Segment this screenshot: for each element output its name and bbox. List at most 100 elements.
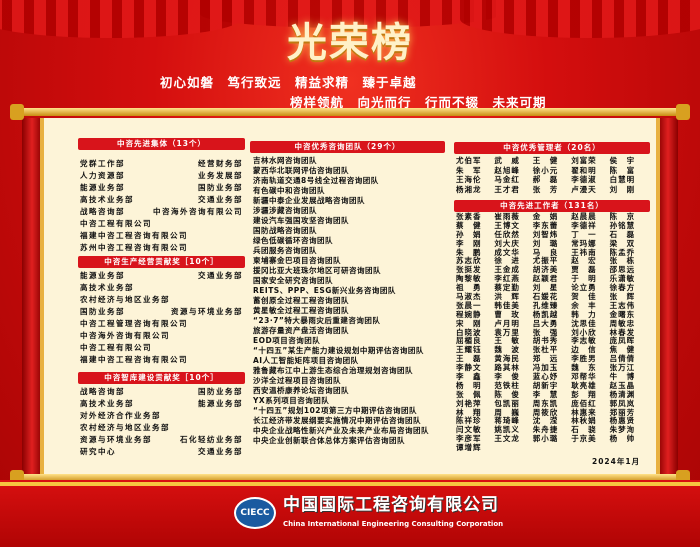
person-name: 洪 辉 bbox=[494, 292, 520, 302]
person-name: 路其林 bbox=[494, 363, 520, 373]
person-name: 蔡定勤 bbox=[494, 283, 520, 293]
person-name: 朱梦洵 bbox=[609, 425, 636, 435]
person-name: 魏 东 bbox=[571, 363, 597, 373]
person-name: 翟和明 bbox=[571, 165, 597, 175]
person-name: 赵晨晨 bbox=[571, 212, 597, 221]
unit-name: 能源业务部 bbox=[198, 399, 243, 408]
person-name: 庞佰红 bbox=[571, 398, 597, 408]
person-name: 王 磊 bbox=[456, 354, 482, 364]
list-row: 中咨工程管理咨询有限公司 bbox=[80, 318, 243, 330]
list-item: 沙洋全过程项目咨询团队 bbox=[253, 376, 341, 385]
person-name: 曹 玫 bbox=[494, 309, 520, 319]
list-item: “十四五”某生产能力建设规划中期评估咨询团队 bbox=[253, 346, 424, 355]
person-name: 李德祥 bbox=[571, 220, 597, 230]
unit-name: 石化轻纺业务部 bbox=[180, 435, 243, 444]
person-name: 焦 健 bbox=[609, 345, 636, 355]
person-name: 王金成 bbox=[494, 265, 520, 275]
person-name: 梁 双 bbox=[609, 238, 636, 248]
unit-name: 苏州中咨工程咨询有限公司 bbox=[80, 243, 188, 252]
person-name: 刘艳萍 bbox=[456, 398, 482, 408]
person-name: 边 信 bbox=[571, 345, 597, 355]
scroll-side-right bbox=[658, 118, 678, 478]
person-name: 吕大勇 bbox=[532, 318, 559, 328]
person-name: 郭小璐 bbox=[532, 434, 559, 444]
list-row: 战略咨询部 国防业务部 bbox=[80, 386, 243, 398]
person-name: 杨 帅 bbox=[609, 434, 636, 444]
person-name: 周筱欣 bbox=[532, 407, 559, 417]
person-name: 胡新宇 bbox=[532, 380, 559, 390]
company-name-en: China International Engineering Consulti… bbox=[283, 520, 504, 528]
list-item: 蓄创原全过程工程咨询团队 bbox=[253, 296, 349, 305]
unit-name: 资源与环境业务部 bbox=[171, 307, 243, 316]
person-name: 李 慧 bbox=[532, 389, 559, 399]
unit-name: 人力资源部 bbox=[80, 171, 125, 180]
list-item: 涉疆涉藏咨询团队 bbox=[253, 206, 317, 215]
person-name: 刘 刚 bbox=[609, 184, 636, 194]
person-name: 朱舟捷 bbox=[532, 425, 559, 435]
person-name: 张万江 bbox=[609, 363, 636, 373]
team-list: 吉林水网咨询团队 蒙西华北联网评估咨询团队 济南轨道交通8号线全过程咨询团队 有色碳中… bbox=[253, 156, 445, 446]
person-name: 耿亮雄 bbox=[571, 380, 597, 390]
person-name: 论立勇 bbox=[571, 283, 597, 293]
person-name: 张素香 bbox=[456, 212, 482, 221]
unit-name: 中咨海外咨询有限公司 bbox=[153, 207, 243, 216]
person-name: 韩 力 bbox=[571, 309, 597, 319]
person-name: 李胜男 bbox=[571, 354, 597, 364]
person-name: 徐小元 bbox=[532, 165, 559, 175]
unit-name: 党群工作部 bbox=[80, 159, 125, 168]
list-row: 农村经济与地区业务部 bbox=[80, 422, 243, 434]
person-name: 张晨一 bbox=[456, 300, 482, 310]
group-header: 中咨智库建设贡献奖［10个］ bbox=[78, 372, 245, 384]
person-name: 尤伯军 bbox=[456, 156, 482, 165]
footer-stripe bbox=[0, 482, 700, 486]
group-list: 战略咨询部 国防业务部 高技术业务部 能源业务部 对外经济合作业务部 农村经济与地区业务部… bbox=[80, 386, 243, 458]
unit-name: 农村经济与地区业务部 bbox=[80, 295, 170, 304]
person-name: 尤振平 bbox=[532, 256, 559, 266]
list-row: 苏州中咨工程咨询有限公司 bbox=[80, 242, 243, 254]
unit-name: 福建中咨工程咨询有限公司 bbox=[80, 355, 188, 364]
person-name: 于京美 bbox=[571, 434, 597, 444]
person-name: 杨惠贤 bbox=[609, 416, 636, 426]
unit-name: 交通业务部 bbox=[198, 271, 243, 280]
person-name: 丁 一 bbox=[571, 229, 597, 239]
person-name: 王海伦 bbox=[456, 175, 482, 184]
group-list: 党群工作部 经营财务部 人力资源部 业务发展部 能源业务部 国防业务部 高技术业务部 交通业务… bbox=[80, 158, 243, 254]
list-item: 雅鲁藏布江中上游生态综合治理规划咨询团队 bbox=[253, 366, 413, 375]
person-name: 宋 刚 bbox=[456, 318, 482, 328]
group-header: 中咨优秀管理者（20名） bbox=[454, 142, 650, 154]
unit-name: 中咨工程有限公司 bbox=[80, 219, 152, 228]
person-name: 庞凤晖 bbox=[609, 336, 636, 346]
person-name: 郝 磊 bbox=[532, 175, 559, 184]
honor-panel bbox=[40, 118, 660, 478]
person-name: 包凯丽 bbox=[494, 398, 520, 408]
person-name: 孙铭慧 bbox=[609, 220, 636, 230]
person-name: 祖 勇 bbox=[456, 283, 482, 293]
manager-names: 尤伯军 武 威 王 健 刘富荣 侯 宇朱 军 赵旭峰 徐小元 翟和明 陈 富王海伦 马金红 郝 磊 李… bbox=[456, 156, 648, 194]
person-name: 蔡 健 bbox=[456, 220, 482, 230]
person-name: 刘 星 bbox=[532, 283, 559, 293]
list-item: 长江经济带发展纲要实施情况中期评估咨询团队 bbox=[253, 416, 421, 425]
company-logo: CIECC bbox=[234, 497, 276, 529]
list-item: 西安温桥康养论坛咨询团队 bbox=[253, 386, 349, 395]
person-name: 刘智炜 bbox=[532, 229, 559, 239]
person-name: 朱 鹏 bbox=[456, 247, 482, 257]
person-name: 侯 宇 bbox=[609, 156, 636, 165]
person-name: 牛 博 bbox=[609, 372, 636, 382]
unit-name: 业务发展部 bbox=[198, 171, 243, 180]
person-name: 张 佩 bbox=[456, 389, 482, 399]
person-name: 周 巍 bbox=[494, 407, 520, 417]
list-item: 黄星敏全过程工程咨询团队 bbox=[253, 306, 349, 315]
list-row: 中咨工程有限公司 bbox=[80, 342, 243, 354]
person-name: 李东蕾 bbox=[532, 220, 559, 230]
list-row: 党群工作部 经营财务部 bbox=[80, 158, 243, 170]
unit-name: 国防业务部 bbox=[198, 387, 243, 396]
unit-name: 中咨海外咨询有限公司 bbox=[80, 331, 170, 340]
person-name: 常玛娜 bbox=[571, 238, 597, 248]
group-header: 中咨先进集体（13个） bbox=[78, 138, 245, 150]
person-name: 孔维臻 bbox=[532, 300, 559, 310]
company-name-cn: 中国国际工程咨询有限公司 bbox=[283, 495, 499, 515]
person-name: 刘富荣 bbox=[571, 156, 597, 165]
list-row: 研究中心 交通业务部 bbox=[80, 446, 243, 458]
person-name: 沈 滢 bbox=[532, 416, 559, 426]
slogan-line-1: 初心如磐 笃行致远 精益求精 臻于卓越 bbox=[160, 75, 417, 90]
